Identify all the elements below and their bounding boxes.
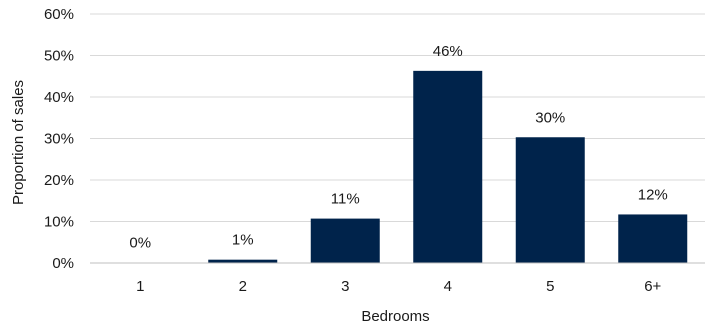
y-tick-label: 30% <box>44 131 74 148</box>
data-label: 11% <box>331 191 360 208</box>
data-label: 0% <box>129 235 151 252</box>
x-tick-label: 3 <box>341 278 349 295</box>
data-label: 12% <box>638 186 668 203</box>
bar <box>413 70 483 263</box>
bar <box>515 137 585 263</box>
y-tick-label: 0% <box>52 255 74 272</box>
bar <box>208 259 278 263</box>
data-label: 46% <box>433 43 463 60</box>
x-tick-label: 2 <box>239 278 247 295</box>
x-axis-label: Bedrooms <box>361 308 429 325</box>
data-label: 30% <box>535 109 565 126</box>
y-tick-label: 10% <box>44 214 74 231</box>
x-tick-label: 5 <box>546 278 554 295</box>
y-tick-label: 40% <box>44 89 74 106</box>
y-axis-ticks: 0% 10% 20% 30% 40% 50% 60% <box>44 6 74 272</box>
x-tick-label: 1 <box>136 278 144 295</box>
x-tick-label: 4 <box>444 278 452 295</box>
bar <box>310 218 380 263</box>
y-axis-label: Proportion of sales <box>10 80 27 205</box>
gridlines <box>90 13 705 222</box>
data-labels: 0% 1% 11% 46% 30% 12% <box>129 43 667 252</box>
bar <box>618 214 688 263</box>
y-tick-label: 60% <box>44 6 74 23</box>
bars <box>105 70 688 263</box>
x-axis-ticks: 1 2 3 4 5 6+ <box>136 278 661 295</box>
y-tick-label: 20% <box>44 172 74 189</box>
y-tick-label: 50% <box>44 48 74 65</box>
data-label: 1% <box>232 232 254 249</box>
x-tick-label: 6+ <box>644 278 661 295</box>
